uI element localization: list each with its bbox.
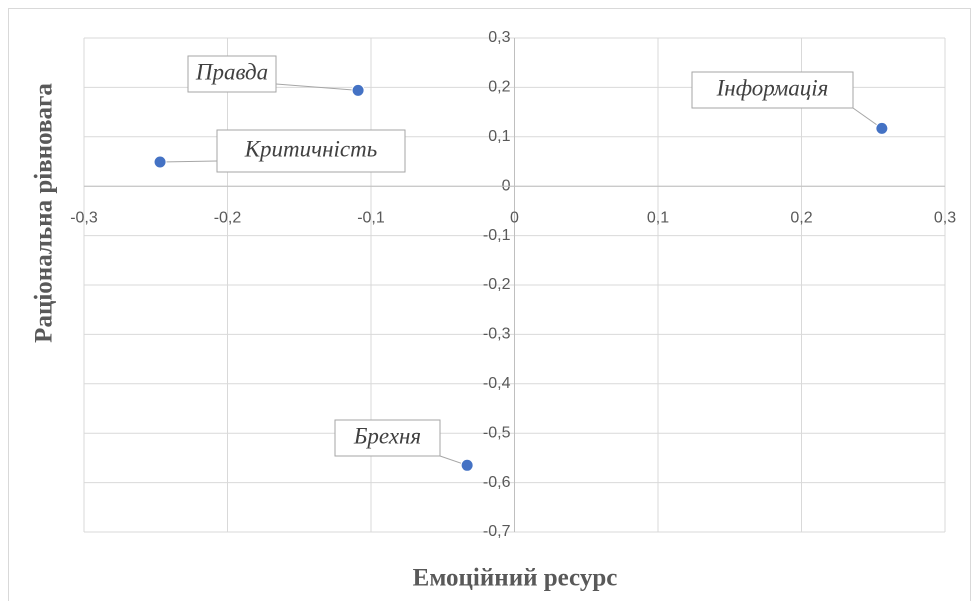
y-tick-label: 0,1 bbox=[488, 128, 510, 145]
data-label: Правда bbox=[195, 59, 268, 84]
data-label-box bbox=[691, 71, 854, 109]
y-tick-label: -0,6 bbox=[483, 474, 511, 491]
point bbox=[875, 121, 889, 135]
leader-line bbox=[275, 83, 359, 91]
point bbox=[460, 458, 474, 472]
x-tick-label: -0,2 bbox=[214, 209, 242, 226]
y-tick-label: 0,2 bbox=[488, 79, 510, 96]
y-tick-label: -0,1 bbox=[483, 227, 511, 244]
data-label: Брехня bbox=[353, 423, 421, 448]
y-tick-label: -0,5 bbox=[483, 424, 511, 441]
y-tick-label: -0,7 bbox=[483, 523, 511, 540]
x-tick-label: -0,3 bbox=[70, 209, 98, 226]
x-tick-label: 0,3 bbox=[934, 209, 956, 226]
data-label-box bbox=[216, 129, 406, 173]
point bbox=[351, 83, 365, 97]
point bbox=[153, 155, 167, 169]
data-label: Критичність bbox=[244, 136, 377, 161]
x-tick-label: 0,2 bbox=[790, 209, 812, 226]
data-label-box bbox=[334, 419, 441, 457]
x-tick-label: 0,1 bbox=[647, 209, 669, 226]
x-tick-label: 0 bbox=[510, 209, 519, 226]
data-label-box bbox=[187, 55, 277, 93]
y-tick-label: 0,3 bbox=[488, 29, 510, 46]
x-axis-title: Емоційний ресурс bbox=[413, 565, 618, 592]
data-label: Інформація bbox=[716, 75, 829, 100]
y-tick-label: -0,4 bbox=[483, 375, 511, 392]
leader-line bbox=[160, 160, 218, 163]
x-tick-label: -0,1 bbox=[357, 209, 385, 226]
y-tick-label: -0,3 bbox=[483, 326, 511, 343]
y-axis-title: Раціональна рівновага bbox=[31, 83, 58, 343]
y-tick-label: -0,2 bbox=[483, 276, 511, 293]
